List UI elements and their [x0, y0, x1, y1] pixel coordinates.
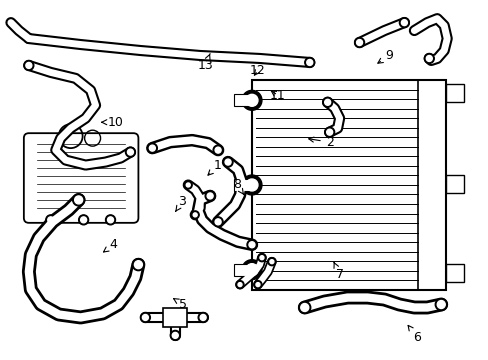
Circle shape [399, 18, 408, 28]
Circle shape [200, 315, 206, 320]
Circle shape [246, 240, 256, 250]
Bar [446, 84, 463, 102]
Circle shape [205, 191, 215, 201]
Bar [446, 264, 463, 282]
Circle shape [245, 264, 258, 276]
Circle shape [248, 242, 254, 248]
Circle shape [267, 258, 275, 266]
Circle shape [127, 149, 133, 155]
Bar [163, 307, 187, 328]
Circle shape [354, 37, 364, 48]
Circle shape [326, 129, 332, 135]
Circle shape [356, 40, 362, 45]
Circle shape [213, 145, 223, 155]
Circle shape [142, 315, 148, 320]
Text: 13: 13 [197, 54, 213, 72]
Circle shape [324, 99, 330, 105]
Circle shape [424, 54, 433, 63]
Bar [251, 80, 446, 289]
Bar [446, 175, 463, 193]
Circle shape [149, 145, 155, 151]
Circle shape [242, 90, 262, 110]
Circle shape [170, 330, 180, 340]
Circle shape [401, 20, 407, 26]
Circle shape [304, 58, 314, 67]
Text: 10: 10 [102, 116, 123, 129]
Text: 3: 3 [175, 195, 186, 211]
Circle shape [26, 62, 32, 68]
Circle shape [236, 280, 244, 289]
Circle shape [46, 215, 56, 225]
Bar [234, 264, 251, 276]
Text: 12: 12 [249, 64, 265, 77]
Circle shape [324, 127, 334, 137]
Circle shape [184, 181, 192, 189]
Text: 6: 6 [407, 325, 420, 344]
Circle shape [191, 211, 199, 219]
Circle shape [107, 217, 113, 223]
Circle shape [436, 301, 444, 309]
Circle shape [48, 217, 54, 223]
FancyBboxPatch shape [24, 133, 138, 223]
Circle shape [223, 157, 233, 167]
Circle shape [79, 215, 88, 225]
Circle shape [215, 147, 221, 153]
Text: 7: 7 [333, 262, 343, 281]
Text: 9: 9 [377, 49, 392, 63]
Circle shape [207, 193, 213, 199]
Circle shape [434, 298, 447, 310]
Bar [234, 94, 251, 106]
Circle shape [132, 259, 144, 271]
Circle shape [269, 260, 273, 264]
Text: 8: 8 [233, 179, 243, 194]
Circle shape [306, 59, 312, 66]
Circle shape [300, 303, 308, 311]
Circle shape [134, 261, 142, 269]
Text: 4: 4 [103, 238, 117, 252]
Circle shape [198, 312, 208, 323]
Circle shape [105, 215, 115, 225]
Circle shape [186, 183, 190, 187]
Circle shape [24, 60, 34, 71]
Circle shape [73, 194, 84, 206]
Circle shape [125, 147, 135, 157]
Circle shape [81, 217, 86, 223]
Circle shape [426, 55, 431, 62]
Circle shape [172, 332, 178, 338]
Bar [234, 179, 251, 191]
Circle shape [193, 213, 197, 217]
Text: 1: 1 [207, 158, 222, 175]
Circle shape [298, 302, 310, 314]
Circle shape [322, 97, 332, 107]
Circle shape [242, 175, 262, 195]
Text: 2: 2 [308, 136, 333, 149]
Circle shape [245, 94, 258, 106]
Circle shape [140, 312, 150, 323]
Text: 11: 11 [269, 89, 285, 102]
Circle shape [213, 217, 223, 227]
Circle shape [258, 254, 265, 262]
Circle shape [147, 143, 157, 153]
Circle shape [260, 256, 264, 260]
Circle shape [238, 283, 242, 287]
Circle shape [242, 260, 262, 280]
Circle shape [224, 159, 230, 165]
Circle shape [75, 196, 82, 204]
Text: 5: 5 [173, 298, 187, 311]
Circle shape [215, 219, 221, 225]
Circle shape [245, 179, 258, 191]
Circle shape [253, 280, 262, 289]
Circle shape [255, 283, 260, 287]
